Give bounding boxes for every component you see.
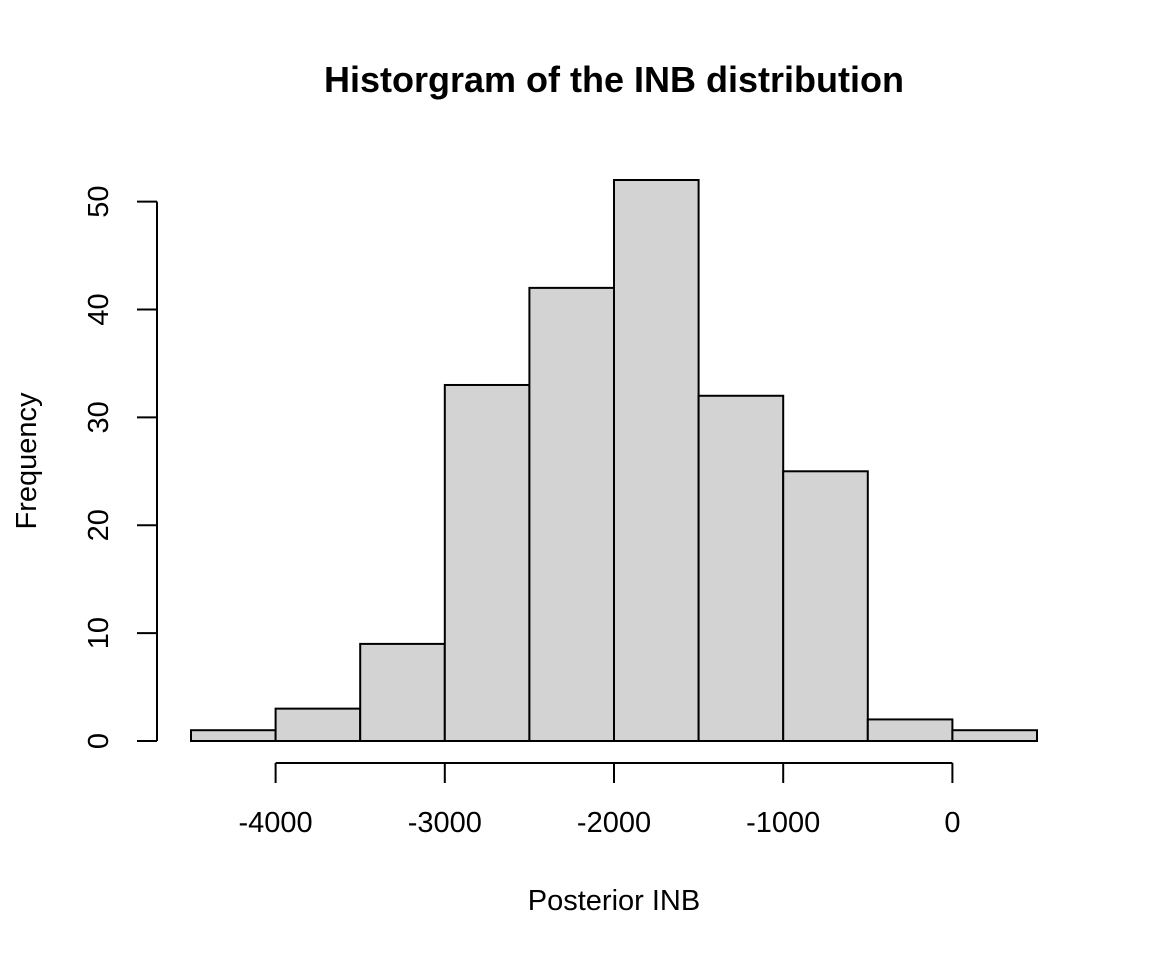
y-tick-label-0: 0 xyxy=(83,733,115,749)
chart-title: Historgram of the INB distribution xyxy=(324,59,904,100)
x-tick-label-3: -1000 xyxy=(746,807,820,839)
x-tick-label-0: -4000 xyxy=(239,807,313,839)
y-tick-label-4: 40 xyxy=(83,293,115,325)
histogram-bar-9 xyxy=(951,729,1039,743)
histogram-bar-2 xyxy=(359,642,446,743)
x-axis-label: Posterior INB xyxy=(528,885,700,917)
histogram-bar-7 xyxy=(782,470,869,742)
y-tick-label-3: 30 xyxy=(83,401,115,433)
histogram-bar-5 xyxy=(613,179,700,742)
y-axis-label: Frequency xyxy=(11,392,43,530)
histogram-bar-4 xyxy=(528,286,616,742)
histogram-bar-1 xyxy=(274,707,362,743)
histogram-bar-3 xyxy=(443,383,531,742)
histogram-bar-8 xyxy=(866,718,954,743)
x-axis: -4000 -3000 -2000 -1000 0 xyxy=(239,762,960,839)
y-tick-label-5: 50 xyxy=(83,185,115,217)
x-tick-label-1: -3000 xyxy=(408,807,482,839)
histogram-bar-0 xyxy=(190,729,277,743)
histogram-bar-6 xyxy=(697,394,785,742)
y-axis: 0 10 20 30 40 50 xyxy=(83,185,158,749)
x-tick-label-2: -2000 xyxy=(577,807,651,839)
y-tick-label-1: 10 xyxy=(83,617,115,649)
bars-group xyxy=(190,179,1039,743)
x-tick-label-4: 0 xyxy=(944,807,960,839)
y-tick-label-2: 20 xyxy=(83,509,115,541)
